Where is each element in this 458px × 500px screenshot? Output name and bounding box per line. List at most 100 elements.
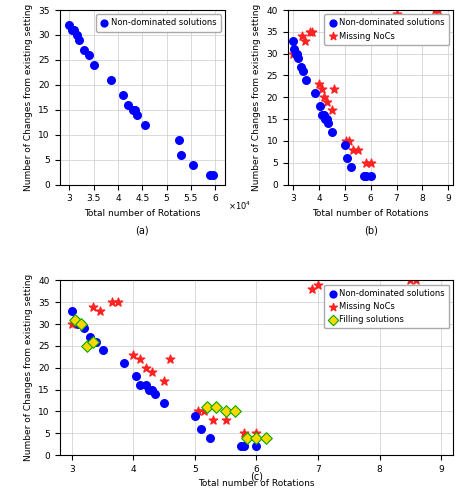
Missing NoCs <box>407 276 414 284</box>
Non-dominated solutions <box>321 110 328 118</box>
Non-dominated solutions <box>68 26 76 34</box>
Missing NoCs <box>148 368 156 376</box>
Legend: Non-dominated solutions: Non-dominated solutions <box>96 14 221 32</box>
Non-dominated solutions <box>71 316 79 324</box>
Missing NoCs <box>68 320 76 328</box>
Missing NoCs <box>74 320 82 328</box>
Text: (a): (a) <box>136 226 149 235</box>
Missing NoCs <box>167 355 174 363</box>
Missing NoCs <box>390 14 398 22</box>
Non-dominated solutions <box>90 61 97 69</box>
X-axis label: Total number of Rotations: Total number of Rotations <box>312 209 429 218</box>
Non-dominated solutions <box>207 434 214 442</box>
Missing NoCs <box>318 84 325 92</box>
Non-dominated solutions <box>207 170 214 178</box>
Non-dominated solutions <box>322 115 329 123</box>
Text: $\times10^4$: $\times10^4$ <box>456 470 458 482</box>
Missing NoCs <box>431 6 439 14</box>
Non-dominated solutions <box>293 50 300 58</box>
Non-dominated solutions <box>136 381 143 389</box>
Non-dominated solutions <box>87 333 94 341</box>
X-axis label: Total number of Rotations: Total number of Rotations <box>84 209 201 218</box>
Filling solutions <box>213 403 220 411</box>
Missing NoCs <box>292 50 300 58</box>
Non-dominated solutions <box>297 62 305 70</box>
Missing NoCs <box>328 106 336 114</box>
Filling solutions <box>244 434 251 442</box>
Non-dominated solutions <box>85 51 93 59</box>
Missing NoCs <box>301 36 308 44</box>
Filling solutions <box>90 338 97 345</box>
Missing NoCs <box>222 416 229 424</box>
Missing NoCs <box>160 377 168 385</box>
Filling solutions <box>71 316 79 324</box>
Filling solutions <box>204 403 211 411</box>
Non-dominated solutions <box>68 307 76 315</box>
Non-dominated solutions <box>151 390 158 398</box>
Missing NoCs <box>108 298 115 306</box>
Non-dominated solutions <box>302 76 310 84</box>
Non-dominated solutions <box>324 120 332 128</box>
Non-dominated solutions <box>291 46 298 54</box>
Non-dominated solutions <box>292 50 300 58</box>
Non-dominated solutions <box>348 163 355 171</box>
Non-dominated solutions <box>311 89 319 97</box>
Missing NoCs <box>315 80 322 88</box>
Missing NoCs <box>367 158 374 166</box>
Filling solutions <box>83 342 91 350</box>
Missing NoCs <box>142 364 149 372</box>
Missing NoCs <box>314 281 322 289</box>
Missing NoCs <box>362 158 369 166</box>
Filling solutions <box>222 408 229 416</box>
Text: $\times10^4$: $\times10^4$ <box>228 199 251 211</box>
Missing NoCs <box>114 298 122 306</box>
Non-dominated solutions <box>360 172 368 180</box>
Missing NoCs <box>354 146 361 154</box>
Missing NoCs <box>331 84 338 92</box>
Missing NoCs <box>309 28 316 36</box>
Legend: Non-dominated solutions, Missing NoCs: Non-dominated solutions, Missing NoCs <box>324 14 449 44</box>
Missing NoCs <box>413 276 420 284</box>
Y-axis label: Number of Changes from existing setting: Number of Changes from existing setting <box>24 274 33 462</box>
Non-dominated solutions <box>93 338 100 345</box>
Missing NoCs <box>240 429 248 437</box>
Non-dominated solutions <box>328 128 336 136</box>
Missing NoCs <box>201 408 208 416</box>
Missing NoCs <box>90 302 97 310</box>
Non-dominated solutions <box>99 346 106 354</box>
Non-dominated solutions <box>323 115 330 123</box>
Non-dominated solutions <box>209 170 217 178</box>
Non-dominated solutions <box>316 102 324 110</box>
Non-dominated solutions <box>178 150 185 158</box>
Non-dominated solutions <box>300 67 307 75</box>
Non-dominated solutions <box>129 106 136 114</box>
Non-dominated solutions <box>80 46 87 54</box>
Missing NoCs <box>136 355 143 363</box>
Non-dominated solutions <box>191 412 199 420</box>
Non-dominated solutions <box>141 120 148 128</box>
Non-dominated solutions <box>107 76 114 84</box>
Non-dominated solutions <box>131 106 139 114</box>
Non-dominated solutions <box>76 36 83 44</box>
Non-dominated solutions <box>71 26 78 34</box>
Missing NoCs <box>434 6 442 14</box>
Missing NoCs <box>96 307 103 315</box>
Y-axis label: Number of Changes from existing setting: Number of Changes from existing setting <box>24 4 33 191</box>
Filling solutions <box>262 434 269 442</box>
Missing NoCs <box>253 429 260 437</box>
Missing NoCs <box>306 28 314 36</box>
Non-dominated solutions <box>237 442 245 450</box>
Non-dominated solutions <box>73 31 80 39</box>
Non-dominated solutions <box>65 21 73 29</box>
Missing NoCs <box>349 146 356 154</box>
Non-dominated solutions <box>362 172 369 180</box>
Missing NoCs <box>343 137 350 145</box>
X-axis label: Total number of Rotations: Total number of Rotations <box>198 480 315 488</box>
Filling solutions <box>231 408 239 416</box>
Non-dominated solutions <box>341 141 349 149</box>
Non-dominated solutions <box>120 360 128 368</box>
Missing NoCs <box>299 32 306 40</box>
Missing NoCs <box>130 350 137 358</box>
Missing NoCs <box>194 408 202 416</box>
Non-dominated solutions <box>197 425 205 433</box>
